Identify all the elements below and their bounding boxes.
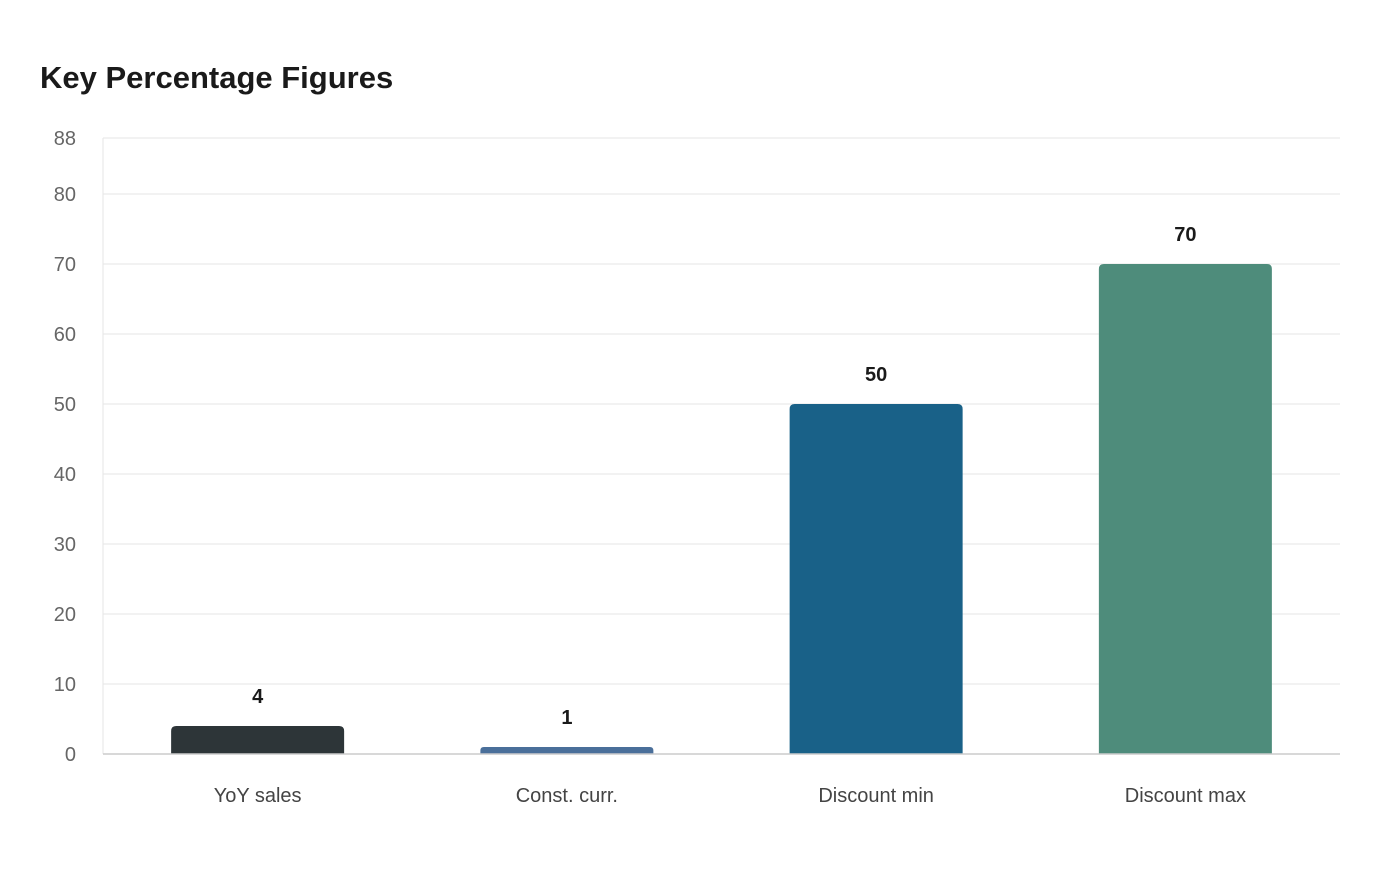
y-tick-label: 88 <box>54 128 76 150</box>
bar <box>480 747 654 754</box>
y-tick-label: 10 <box>54 674 76 696</box>
bar-value-label: 1 <box>561 707 572 729</box>
y-tick-label: 30 <box>54 534 76 556</box>
bar-value-label: 50 <box>865 364 887 386</box>
bar-value-label: 4 <box>252 686 264 708</box>
x-tick-label: YoY sales <box>214 785 302 807</box>
y-tick-label: 70 <box>54 254 76 276</box>
y-axis-ticks: 0 10 20 30 40 50 60 70 80 88 <box>54 128 76 766</box>
x-tick-label: Const. curr. <box>516 785 618 807</box>
bar-value-label: 70 <box>1174 224 1196 246</box>
y-tick-label: 40 <box>54 464 76 486</box>
y-tick-label: 20 <box>54 604 76 626</box>
y-tick-label: 0 <box>65 744 76 766</box>
bar <box>1098 264 1272 754</box>
x-axis-ticks: YoY sales Const. curr. Discount min Discoun… <box>214 785 1246 807</box>
bars <box>171 264 1272 754</box>
y-tick-label: 80 <box>54 184 76 206</box>
x-tick-label: Discount min <box>818 785 934 807</box>
bar <box>171 726 345 754</box>
bar <box>789 404 963 754</box>
y-tick-label: 50 <box>54 394 76 416</box>
x-tick-label: Discount max <box>1125 785 1246 807</box>
chart-title: Key Percentage Figures <box>40 60 394 95</box>
y-tick-label: 60 <box>54 324 76 346</box>
value-labels: 4 1 50 70 <box>252 224 1196 729</box>
